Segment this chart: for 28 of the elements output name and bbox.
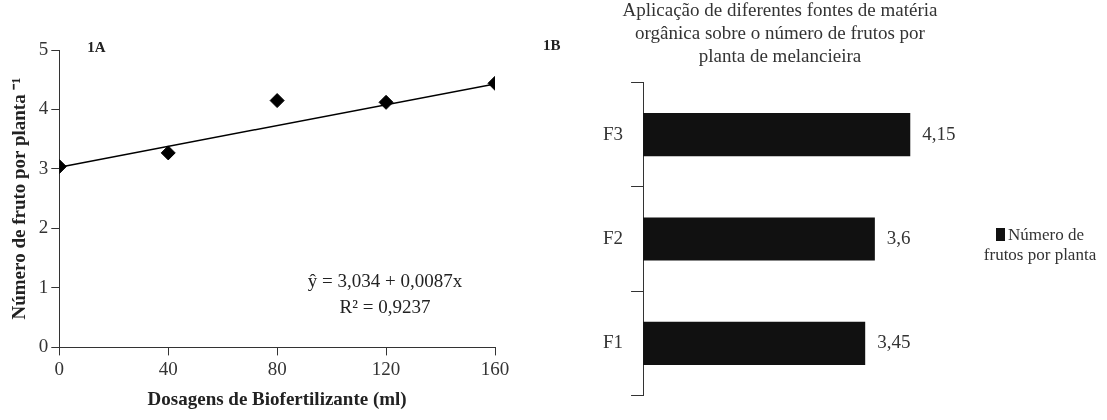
y-tick-label: 5: [38, 37, 49, 59]
y-tick-label: 2: [38, 216, 49, 238]
point: [269, 93, 285, 109]
x-tick-label: 160: [480, 357, 510, 379]
chart-title: Aplicação de diferentes fontes de matéria orgânica sobre o número de frutos por planta de melancieira: [622, 0, 939, 66]
x-tick-label: 80: [267, 357, 287, 379]
y-tick-label: 3: [38, 156, 49, 178]
data-label: 3,45: [877, 331, 911, 353]
y-tick-label: F1: [602, 331, 624, 353]
annotation: R² = 0,9237: [339, 296, 431, 318]
legend-label: Número de frutos por planta: [982, 225, 1098, 266]
y-tick-label: 0: [38, 335, 49, 357]
y-axis-title: Número de fruto por planta ⁻¹: [8, 77, 30, 320]
x-tick-label: 120: [371, 357, 401, 379]
data-label: 3,6: [886, 226, 911, 248]
y-tick-label: 4: [38, 97, 49, 119]
annotation: ŷ = 3,034 + 0,0087x: [307, 270, 463, 292]
x-tick-label: 40: [158, 357, 178, 379]
text: 1B: [543, 37, 561, 53]
y-tick-label: 1: [38, 275, 49, 297]
x-axis-title: Dosagens de Biofertilizante (ml): [147, 387, 407, 410]
y-tick-label: F3: [602, 122, 624, 144]
annotation: 1A: [87, 39, 106, 55]
point: [378, 94, 394, 110]
x-tick-label: 0: [54, 357, 65, 379]
point: [160, 145, 176, 161]
data-label: 4,15: [922, 122, 956, 144]
y-tick-label: F2: [602, 226, 624, 248]
